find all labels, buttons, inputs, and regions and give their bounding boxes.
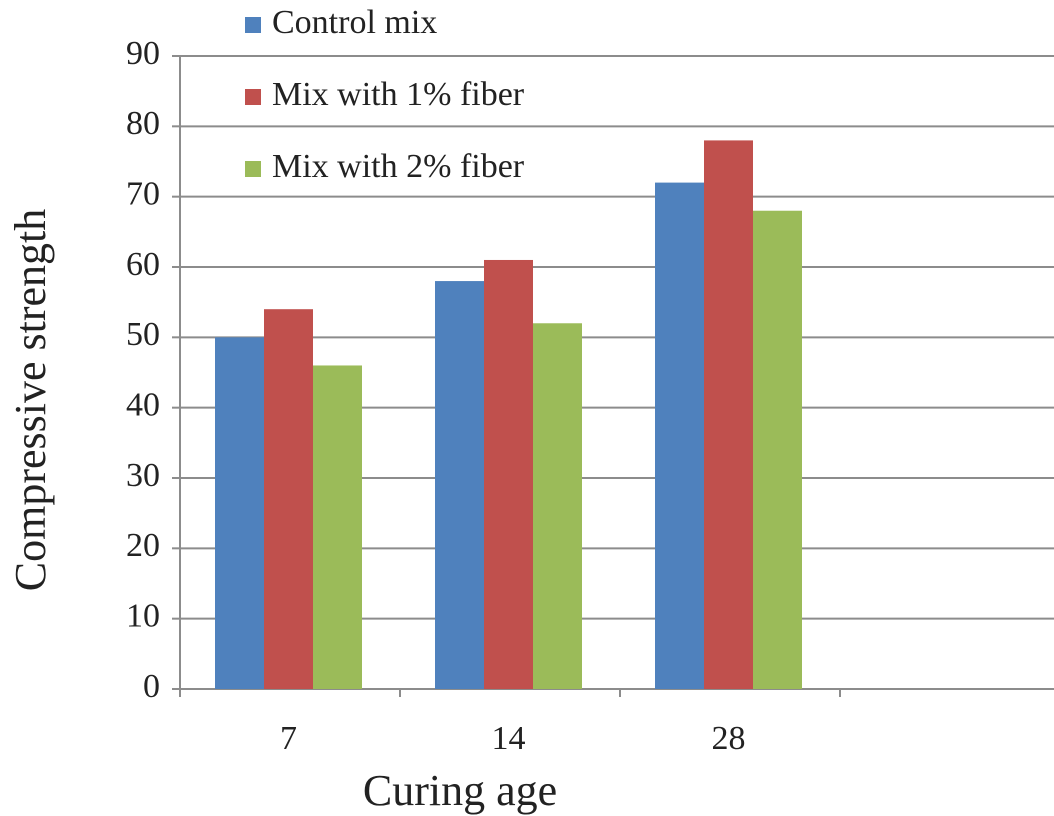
y-tick-label: 10 (126, 597, 160, 634)
y-tick-label: 0 (143, 668, 160, 705)
bar (753, 210, 802, 689)
legend-swatch (245, 161, 261, 177)
x-tick-label: 7 (280, 720, 297, 757)
y-tick-label: 20 (126, 527, 160, 564)
legend-label: Mix with 2% fiber (272, 148, 525, 185)
bar (313, 365, 362, 689)
x-tick-label: 28 (712, 720, 746, 757)
y-tick-label: 30 (126, 457, 160, 494)
y-tick-label: 80 (126, 105, 160, 142)
legend-swatch (245, 89, 261, 105)
y-axis-title: Compressive strength (6, 209, 55, 592)
y-tick-label: 90 (126, 35, 160, 72)
bar (215, 337, 264, 689)
bar (435, 281, 484, 689)
y-tick-label: 40 (126, 386, 160, 423)
x-axis-title: Curing age (363, 766, 557, 815)
legend-swatch (245, 17, 261, 33)
bar (484, 259, 533, 689)
x-tick-label: 14 (492, 720, 526, 757)
y-tick-label: 50 (126, 316, 160, 353)
legend-label: Mix with 1% fiber (272, 76, 525, 113)
bar (264, 309, 313, 689)
y-tick-label: 60 (126, 246, 160, 283)
y-tick-label: 70 (126, 175, 160, 212)
legend-label: Control mix (272, 4, 437, 41)
bar (704, 140, 753, 689)
bar (533, 323, 582, 689)
bar (655, 182, 704, 689)
